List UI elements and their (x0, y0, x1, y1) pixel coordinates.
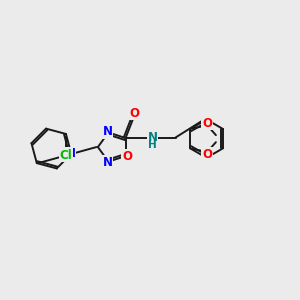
Text: O: O (202, 117, 212, 130)
Text: Cl: Cl (60, 149, 72, 162)
Text: N: N (65, 147, 75, 161)
Text: O: O (202, 148, 212, 160)
Text: H: H (148, 140, 157, 149)
Text: N: N (103, 125, 112, 138)
Text: N: N (148, 131, 158, 144)
Text: O: O (129, 107, 139, 120)
Text: O: O (122, 150, 132, 163)
Text: N: N (103, 156, 112, 169)
